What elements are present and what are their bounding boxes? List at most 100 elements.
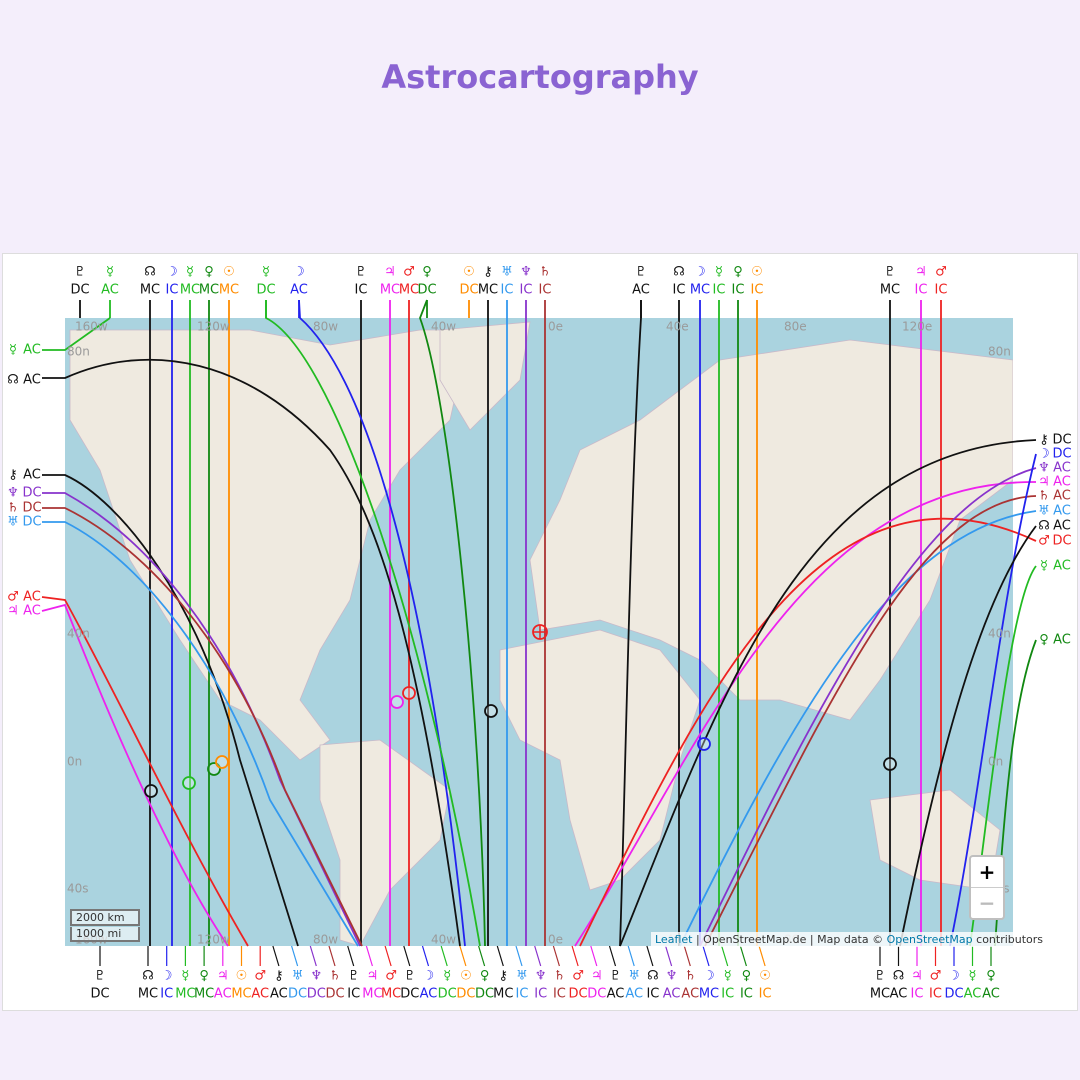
planet-glyph: ☊ (144, 265, 156, 280)
lon-label: 120w (197, 320, 230, 334)
planet-line (298, 299, 466, 947)
angle-label: AC (290, 283, 308, 298)
planet-position (697, 737, 711, 751)
planet-line (42, 507, 363, 947)
angle-label: IC (516, 987, 529, 1002)
planet-line (42, 317, 111, 351)
angle-label: AC (251, 987, 269, 1002)
angle-label: AC (663, 987, 681, 1002)
planet-line (41, 603, 229, 947)
planet-position (182, 776, 196, 790)
label-leader (365, 945, 373, 967)
angle-label: DC (307, 987, 326, 1002)
angle-label: IC (759, 987, 772, 1002)
planet-glyph: ♄ (684, 969, 696, 984)
angle-label: AC (23, 468, 41, 483)
lat-label: 80n (988, 345, 1011, 359)
zoom-out[interactable]: − (971, 887, 1003, 918)
angle-label: DC (569, 987, 588, 1002)
planet-glyph: ☿ (181, 969, 189, 984)
planet-glyph: ♀ (204, 265, 214, 280)
zoom-in[interactable]: + (978, 860, 996, 884)
angle-label: IC (160, 987, 173, 1002)
planet-glyph: ♃ (915, 265, 927, 280)
planet-glyph: ♃ (7, 604, 19, 619)
lon-label: 160w (75, 320, 108, 334)
planet-glyph: ☊ (673, 265, 685, 280)
planet-glyph: ♅ (7, 515, 19, 530)
label-leader (291, 945, 299, 967)
planet-position (144, 784, 158, 798)
label-leader (721, 945, 729, 967)
label-leader (739, 945, 747, 967)
leaflet-link[interactable]: Leaflet (655, 933, 693, 946)
osm-link[interactable]: OpenStreetMap (886, 933, 973, 946)
lon-label: 0e (548, 320, 563, 334)
angle-label: DC (288, 987, 307, 1002)
angle-label: IC (911, 987, 924, 1002)
planet-line (699, 467, 1037, 947)
angle-label: AC (214, 987, 232, 1002)
angle-label: IC (732, 283, 745, 298)
planet-line (619, 439, 1037, 947)
planet-glyph: ☉ (751, 265, 763, 280)
angle-label: DC (22, 515, 41, 530)
planet-glyph: ☿ (715, 265, 723, 280)
planet-glyph: ♆ (1038, 461, 1050, 476)
angle-label: IC (166, 283, 179, 298)
planet-glyph: ♅ (292, 969, 304, 984)
lon-label: 120w (197, 933, 230, 947)
planet-glyph: ♂ (385, 969, 397, 984)
planet-glyph: ♃ (911, 969, 923, 984)
label-leader (496, 945, 504, 967)
angle-label: DC (325, 987, 344, 1002)
planet-line (899, 525, 1037, 947)
planet-line (42, 358, 461, 947)
planet-glyph: ☊ (893, 969, 905, 984)
planet-line (41, 596, 249, 947)
angle-label: AC (681, 987, 699, 1002)
planet-glyph: ♃ (367, 969, 379, 984)
attribution-text: | OpenStreetMap.de | Map data © (695, 933, 884, 946)
planet-glyph: ☉ (223, 265, 235, 280)
angle-label: AC (23, 590, 41, 605)
planet-glyph: ☊ (647, 969, 659, 984)
label-leader (440, 945, 448, 967)
planet-glyph: ♃ (384, 265, 396, 280)
lon-label: 40w (431, 933, 456, 947)
lon-label: 80e (784, 320, 807, 334)
planet-position (883, 757, 897, 771)
angle-label: IC (355, 283, 368, 298)
planet-glyph: ♇ (610, 969, 622, 984)
planet-line (619, 300, 642, 947)
planet-glyph: ♆ (310, 969, 322, 984)
planet-glyph: ♆ (666, 969, 678, 984)
angle-label: MC (140, 283, 160, 298)
lat-label: 0n (67, 755, 82, 769)
planet-glyph: ♄ (539, 265, 551, 280)
planet-glyph: ☊ (142, 969, 154, 984)
planet-glyph: ⚷ (1039, 433, 1049, 448)
lat-label: 0n (988, 755, 1003, 769)
label-leader (272, 945, 280, 967)
planet-glyph: ♀ (986, 969, 996, 984)
angle-label: IC (751, 283, 764, 298)
angle-label: IC (721, 987, 734, 1002)
planet-glyph: ☿ (1040, 559, 1048, 574)
angle-label: AC (23, 343, 41, 358)
label-leader (347, 945, 355, 967)
planet-line (679, 510, 1037, 947)
angle-label: MC (231, 987, 251, 1002)
angle-label: AC (1053, 489, 1071, 504)
land (69, 321, 1013, 946)
planet-glyph: ♆ (520, 265, 532, 280)
angle-label: DC (1052, 447, 1071, 462)
angle-label: IC (935, 283, 948, 298)
angle-label: MC (478, 283, 498, 298)
angle-label: IC (539, 283, 552, 298)
planet-glyph: ☽ (293, 265, 305, 280)
label-leader (590, 945, 598, 967)
planet-glyph: ♇ (404, 969, 416, 984)
planet-glyph: ♂ (7, 590, 19, 605)
